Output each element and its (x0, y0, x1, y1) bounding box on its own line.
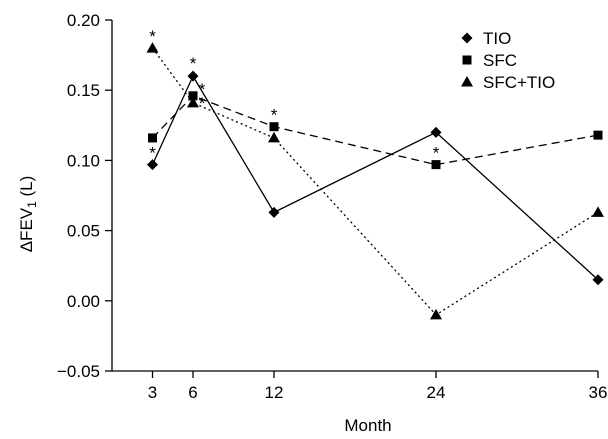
y-axis-title-subscript: 1 (25, 201, 39, 208)
legend-marker-tio (461, 32, 473, 44)
y-axis-title: ΔFEV1 (L) (17, 176, 39, 253)
series-line-sfc (152, 95, 599, 166)
series-sfc (148, 91, 603, 170)
x-ticks: 3 6 12 24 36 (148, 371, 608, 402)
y-axis-title-unit: (L) (17, 176, 36, 202)
significance-marker: * (271, 106, 278, 125)
significance-marker: * (149, 27, 156, 46)
data-point-tio (430, 126, 442, 138)
y-axis: −0.05 0.00 0.05 0.10 0.15 0.20 (57, 11, 113, 381)
x-tick-label: 24 (427, 383, 446, 402)
legend-label-tio: TIO (483, 29, 511, 48)
data-point-sfc (269, 122, 279, 132)
data-point-tio (147, 159, 158, 171)
data-point-sfc (431, 160, 441, 170)
legend-label-sfc-tio: SFC+TIO (483, 73, 555, 92)
x-tick-label: 36 (589, 383, 608, 402)
y-tick-label: 0.20 (67, 11, 100, 30)
y-tick-label: 0.10 (67, 151, 100, 170)
legend: TIO SFC SFC+TIO (461, 29, 555, 92)
y-ticks: −0.05 0.00 0.05 0.10 0.15 0.20 (57, 11, 112, 381)
data-point-sfc-tio (268, 131, 280, 143)
x-axis: 3 6 12 24 36 (112, 370, 608, 402)
significance-marker: * (149, 144, 156, 163)
data-point-tio (187, 70, 199, 82)
x-tick-label: 12 (265, 383, 284, 402)
y-axis-title-main: ΔFEV (17, 207, 36, 252)
data-point-sfc-tio (430, 308, 442, 320)
significance-marker: * (190, 54, 197, 73)
data-point-sfc-tio (592, 206, 604, 217)
y-tick-label: 0.05 (67, 222, 100, 241)
y-tick-label: −0.05 (57, 362, 100, 381)
x-tick-label: 3 (148, 383, 157, 402)
significance-marker: * (199, 80, 206, 99)
data-point-tio (268, 206, 280, 218)
legend-marker-sfc (462, 55, 472, 65)
x-tick-label: 6 (188, 383, 197, 402)
series-sfc-tio (146, 42, 604, 320)
x-axis-title: Month (344, 416, 391, 435)
data-point-sfc (593, 130, 603, 140)
data-point-sfc-tio (187, 96, 199, 108)
data-point-sfc-tio (146, 42, 159, 53)
significance-marker: * (199, 94, 206, 113)
data-point-sfc (188, 91, 198, 101)
legend-marker-sfc-tio (461, 76, 473, 87)
data-point-sfc (148, 133, 157, 143)
series-tio (147, 70, 604, 286)
legend-label-sfc: SFC (483, 51, 517, 70)
data-point-tio (592, 274, 604, 286)
y-tick-label: 0.15 (67, 81, 100, 100)
annotation-layer: ******* (149, 27, 440, 163)
y-tick-label: 0.00 (67, 292, 100, 311)
series-layer (146, 42, 604, 320)
significance-marker: * (433, 144, 440, 163)
